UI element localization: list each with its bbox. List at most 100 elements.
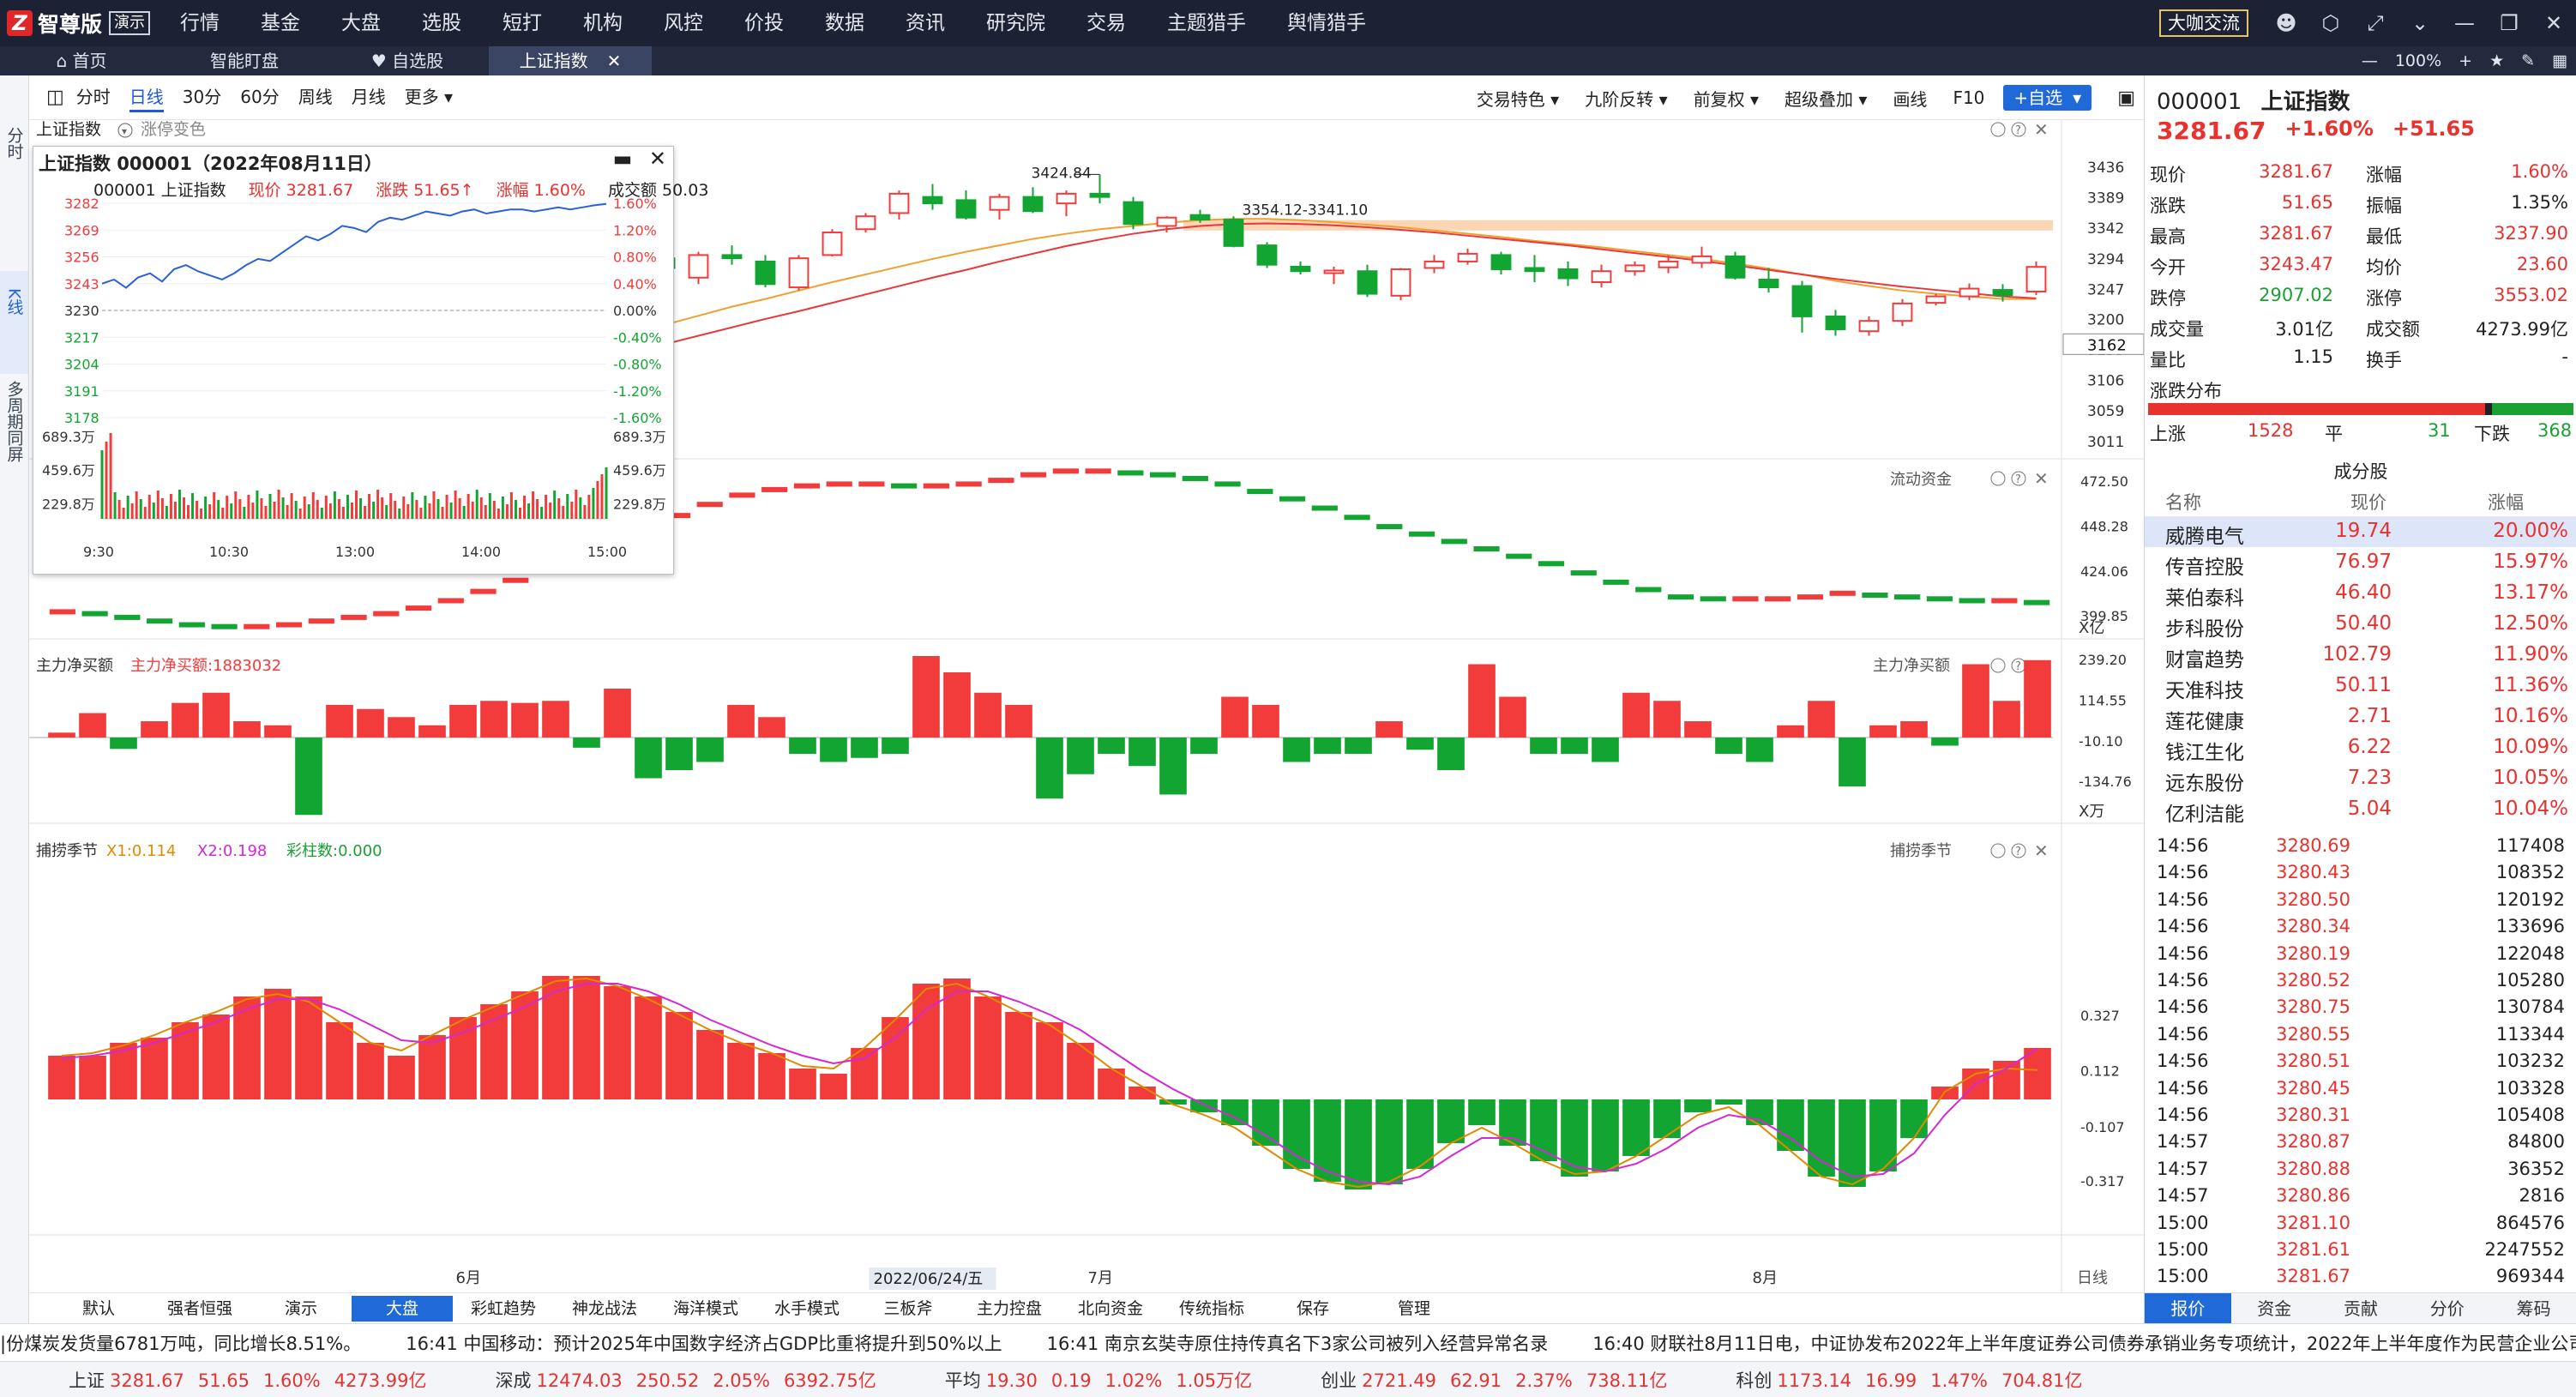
mode-button[interactable]: 保存 — [1296, 1298, 1329, 1318]
news-item[interactable]: |份煤炭发货量6781万吨，同比增长8.51%。 — [0, 1333, 362, 1354]
nav-item[interactable]: 基金 — [261, 12, 300, 34]
news-ticker[interactable]: |份煤炭发货量6781万吨，同比增长8.51%。 16:41 中国移动：预计202… — [0, 1323, 2576, 1361]
settings-icon[interactable]: ⬡ — [2321, 11, 2340, 35]
panel-toggle-icon[interactable]: ▣ — [2117, 87, 2135, 109]
minimize-down-icon[interactable]: ⌄ — [2410, 11, 2429, 35]
component-row[interactable]: 莲花健康 2.71 10.16% — [2165, 705, 2568, 733]
nav-item[interactable]: 选股 — [422, 12, 461, 34]
index-item[interactable]: 上证 3281.67 51.65 1.60% 4273.99亿 — [69, 1370, 427, 1391]
component-row[interactable]: 传音控股 76.97 15.97% — [2165, 551, 2568, 579]
nav-item[interactable]: 机构 — [583, 12, 623, 34]
zoom-in-icon[interactable]: + — [2459, 51, 2473, 70]
nav-item[interactable]: 资讯 — [906, 12, 945, 34]
index-item[interactable]: 平均 19.30 0.19 1.02% 1.05万亿 — [944, 1370, 1253, 1391]
mode-button[interactable]: 水手模式 — [773, 1298, 840, 1318]
tab-sh-index[interactable]: 上证指数 ✕ — [489, 46, 652, 75]
nav-item[interactable]: 主题猎手 — [1167, 12, 1246, 34]
flow-tick: 424.06 — [2080, 563, 2128, 580]
tab-close-icon[interactable]: ✕ — [606, 51, 622, 71]
tab-home[interactable]: ⌂ 首页 — [56, 51, 107, 71]
mode-button[interactable]: 强者恒强 — [166, 1298, 232, 1318]
mode-button[interactable]: 大盘 — [352, 1295, 453, 1322]
mode-button[interactable]: 传统指标 — [1178, 1298, 1244, 1318]
nav-item[interactable]: 研究院 — [986, 12, 1045, 34]
chart-tool[interactable]: 前复权 ▾ — [1693, 88, 1760, 110]
component-row[interactable]: 亿利洁能 5.04 10.04% — [2165, 798, 2568, 826]
pin-icon[interactable]: ⤢ — [2367, 11, 2384, 35]
mode-button[interactable]: 默认 — [81, 1298, 115, 1318]
tab-watchlist[interactable]: ♥ 自选股 — [370, 51, 444, 71]
period-tab[interactable]: 更多 ▾ — [404, 86, 454, 107]
panel-tab[interactable]: 贡献 — [2343, 1298, 2378, 1319]
period-tab[interactable]: 30分 — [182, 86, 222, 107]
nav-item[interactable]: 短打 — [503, 12, 542, 34]
popup-close-icon[interactable]: ✕ — [648, 147, 666, 171]
nav-item[interactable]: 大盘 — [341, 12, 381, 34]
season-pane-controls[interactable]: ? ✕ — [1990, 840, 2049, 861]
component-row[interactable]: 远东股份 7.23 10.05% — [2165, 767, 2568, 795]
add-watchlist-button[interactable]: +自选 ▾ — [2003, 85, 2092, 111]
popup-minimize-icon[interactable]: ▬ — [612, 147, 633, 171]
user-icon[interactable]: ☻ — [2275, 11, 2297, 35]
chart-tool[interactable]: 九阶反转 ▾ — [1585, 88, 1668, 110]
app-logo[interactable]: Z 智尊版 演示 — [0, 0, 159, 46]
expert-chat-button[interactable]: 大咖交流 — [2159, 9, 2248, 37]
news-item[interactable]: 16:41 中国移动：预计2025年中国数字经济占GDP比重将提升到50%以上 — [406, 1333, 1002, 1354]
nav-item[interactable]: 风控 — [664, 12, 703, 34]
nav-item[interactable]: 行情 — [180, 12, 220, 34]
component-row[interactable]: 财富趋势 102.79 11.90% — [2165, 643, 2568, 671]
layout-icon[interactable]: ◫ — [46, 87, 64, 108]
period-tab[interactable]: 日线 — [129, 83, 164, 112]
period-tab[interactable]: 周线 — [298, 86, 333, 107]
restore-icon[interactable]: ❐ — [2500, 11, 2519, 35]
component-row[interactable]: 天准科技 50.11 11.36% — [2165, 674, 2568, 702]
nav-item[interactable]: 价投 — [744, 12, 784, 34]
chart-tool[interactable]: 交易特色 ▾ — [1476, 88, 1560, 110]
demo-badge[interactable]: 演示 — [109, 11, 151, 35]
grid-icon[interactable]: ▦ — [2552, 51, 2567, 70]
nav-item[interactable]: 舆情猎手 — [1287, 12, 1366, 34]
mode-button[interactable]: 彩虹趋势 — [470, 1298, 536, 1318]
side-multi-period[interactable]: 多周期同屏 — [4, 381, 24, 462]
mode-button[interactable]: 演示 — [284, 1298, 317, 1318]
period-tab[interactable]: 分时 — [75, 86, 111, 107]
index-item[interactable]: 科创 1173.14 16.99 1.47% 704.81亿 — [1736, 1370, 2083, 1391]
close-icon[interactable]: ✕ — [2544, 11, 2563, 35]
minimize-icon[interactable]: — — [2454, 11, 2475, 35]
chart-tool[interactable]: 超级叠加 ▾ — [1785, 88, 1868, 110]
side-intraday[interactable]: 分时 — [4, 127, 24, 160]
panel-tab[interactable]: 筹码 — [2516, 1298, 2551, 1319]
component-row[interactable]: 威腾电气 19.74 20.00% — [2145, 516, 2576, 548]
chart-tool[interactable]: F10 — [1953, 87, 1985, 108]
zoom-out-icon[interactable]: — — [2361, 51, 2378, 70]
index-item[interactable]: 创业 2721.49 62.91 2.37% 738.11亿 — [1321, 1370, 1668, 1391]
mode-button[interactable]: 海洋模式 — [672, 1298, 738, 1318]
period-tab[interactable]: 月线 — [351, 86, 386, 107]
component-row[interactable]: 莱伯泰科 46.40 13.17% — [2165, 581, 2568, 610]
component-row[interactable]: 钱江生化 6.22 10.09% — [2165, 736, 2568, 764]
nav-item[interactable]: 交易 — [1086, 12, 1126, 34]
mode-button[interactable]: 三板斧 — [883, 1298, 933, 1318]
index-item[interactable]: 深成 12474.03 250.52 2.05% 6392.75亿 — [495, 1370, 876, 1391]
main-pane-controls[interactable]: ? ✕ — [1990, 120, 2049, 140]
mode-button[interactable]: 管理 — [1397, 1298, 1430, 1318]
news-item[interactable]: 16:41 南京玄奘寺原住持传真名下3家公司被列入经营异常名录 — [1046, 1333, 1549, 1354]
panel-tab[interactable]: 资金 — [2257, 1298, 2292, 1319]
mode-button[interactable]: 主力控盘 — [976, 1298, 1042, 1318]
chart-tool[interactable]: 画线 — [1893, 88, 1928, 110]
component-row[interactable]: 步科股份 50.40 12.50% — [2165, 612, 2568, 641]
edit-icon[interactable]: ✎ — [2521, 51, 2536, 70]
mode-button[interactable]: 北向资金 — [1077, 1298, 1143, 1318]
nav-item[interactable]: 数据 — [825, 12, 864, 34]
panel-tab[interactable]: 报价 — [2145, 1293, 2231, 1323]
tab-smart-watch[interactable]: 智能盯盘 — [210, 51, 279, 71]
flow-pane-controls[interactable]: ? ✕ — [1990, 468, 2049, 489]
news-item[interactable]: 16:40 财联社8月11日电，中证协发布2022年上半年度证券公司债券承销业务… — [1592, 1333, 2576, 1354]
side-kline[interactable]: K线 — [0, 271, 28, 374]
period-tab[interactable]: 60分 — [240, 86, 280, 107]
chart-area[interactable]: 上证指数▾涨停变色3354.12-3341.103424.843032.9534… — [29, 120, 2144, 1292]
star-icon[interactable]: ★ — [2489, 51, 2505, 70]
mode-button[interactable]: 神龙战法 — [571, 1298, 637, 1318]
panel-tab[interactable]: 分价 — [2429, 1298, 2465, 1319]
intraday-popup[interactable]: 上证指数 000001（2022年08月11日） ▬ ✕ 000001 上证指数… — [33, 146, 708, 575]
